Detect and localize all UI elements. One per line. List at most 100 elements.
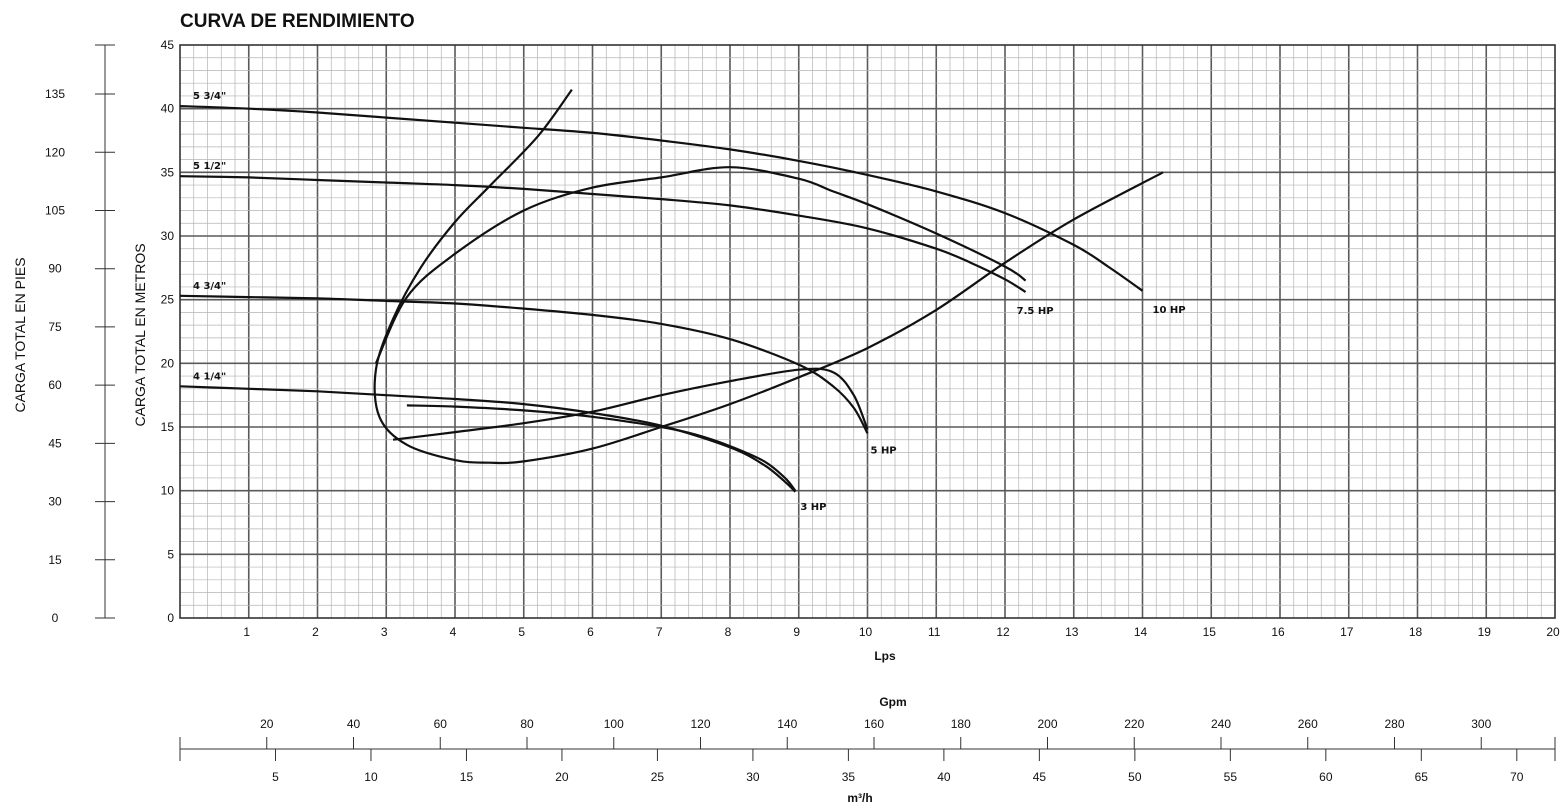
gpm-tick-label: 20 xyxy=(260,717,274,731)
feet-tick-label: 105 xyxy=(45,203,65,217)
y-tick-label: 15 xyxy=(161,420,175,434)
x-tick-label: 20 xyxy=(1546,625,1560,639)
impeller-curve-1 xyxy=(179,175,1027,293)
hp-curve-2 xyxy=(374,166,1027,364)
feet-tick-label: 0 xyxy=(52,611,59,625)
gpm-tick-label: 200 xyxy=(1037,717,1057,731)
x-tick-label: 9 xyxy=(793,625,800,639)
y-tick-label: 0 xyxy=(167,611,174,625)
x-tick-label: 2 xyxy=(312,625,319,639)
m3h-axis-label: m³/h xyxy=(847,791,872,805)
x-tick-label: 17 xyxy=(1340,625,1354,639)
y-tick-label: 5 xyxy=(167,547,174,561)
feet-tick-label: 75 xyxy=(48,320,62,334)
x-tick-label: 19 xyxy=(1478,625,1492,639)
x-tick-label: 12 xyxy=(996,625,1010,639)
gpm-tick-label: 220 xyxy=(1124,717,1144,731)
impeller-curve-label: 4 3/4" xyxy=(193,281,226,292)
m3h-tick-label: 30 xyxy=(746,770,760,784)
m3h-tick-label: 70 xyxy=(1510,770,1524,784)
impeller-curve-2 xyxy=(179,294,869,434)
feet-tick-label: 90 xyxy=(48,262,62,276)
x-tick-label: 1 xyxy=(243,625,250,639)
x-tick-label: 15 xyxy=(1203,625,1217,639)
feet-tick-label: 60 xyxy=(48,378,62,392)
feet-axis-label: CARGA TOTAL EN PIES xyxy=(12,257,28,412)
feet-tick-label: 30 xyxy=(48,495,62,509)
x-tick-label: 11 xyxy=(928,625,941,639)
gpm-tick-label: 180 xyxy=(951,717,971,731)
m3h-tick-label: 15 xyxy=(460,770,474,784)
feet-tick-label: 135 xyxy=(45,87,65,101)
gpm-tick-label: 160 xyxy=(864,717,884,731)
hp-curve-label: 5 HP xyxy=(871,446,897,457)
x-tick-label: 18 xyxy=(1409,625,1423,639)
hp-curve-label: 10 HP xyxy=(1153,305,1186,316)
x-tick-label: 3 xyxy=(381,625,388,639)
hp-curve-label: 3 HP xyxy=(800,502,826,513)
feet-tick-label: 15 xyxy=(48,553,62,567)
m3h-tick-label: 25 xyxy=(651,770,665,784)
y-tick-label: 30 xyxy=(161,229,175,243)
gpm-tick-label: 60 xyxy=(434,717,448,731)
gpm-tick-label: 40 xyxy=(347,717,361,731)
m3h-tick-label: 55 xyxy=(1224,770,1238,784)
impeller-curve-label: 5 1/2" xyxy=(193,161,226,172)
impeller-curve-label: 5 3/4" xyxy=(193,91,226,102)
gpm-axis-label: Gpm xyxy=(879,695,906,709)
gpm-tick-label: 120 xyxy=(690,717,710,731)
gpm-tick-label: 240 xyxy=(1211,717,1231,731)
plot-frame xyxy=(179,44,1556,619)
y-axis-ticks: 0 5 10 15 20 25 30 35 40 45 xyxy=(161,38,175,625)
x-tick-label: 14 xyxy=(1134,625,1148,639)
impeller-curve-3 xyxy=(179,385,797,493)
hp-curve-1 xyxy=(392,367,869,441)
y-tick-label: 10 xyxy=(161,484,175,498)
hp-curve-0 xyxy=(406,404,797,492)
x-tick-label: 10 xyxy=(859,625,873,639)
y-tick-label: 25 xyxy=(161,293,175,307)
impeller-curve-0 xyxy=(179,105,1144,292)
y-tick-label: 40 xyxy=(161,102,175,116)
y-tick-label: 45 xyxy=(161,38,175,52)
y-axis-label: CARGA TOTAL EN METROS xyxy=(132,243,148,426)
m3h-tick-label: 20 xyxy=(555,770,569,784)
m3h-tick-label: 10 xyxy=(364,770,378,784)
gpm-tick-label: 300 xyxy=(1471,717,1491,731)
gpm-axis: 20 40 60 80 100 120 140 160 180 200 220 240 260 280 30… xyxy=(179,717,1556,761)
series-layer: 5 3/4" 5 1/2" 4 3/4" 4 1/4" xyxy=(179,91,1144,493)
feet-tick-label: 120 xyxy=(45,145,65,159)
feet-tick-label: 45 xyxy=(48,436,62,450)
m3h-tick-label: 40 xyxy=(937,770,951,784)
m3h-axis: 5 10 15 20 25 30 35 40 45 50 55 60 65 70 xyxy=(272,749,1524,784)
x-tick-label: 4 xyxy=(450,625,457,639)
m3h-tick-label: 5 xyxy=(272,770,279,784)
gpm-tick-label: 140 xyxy=(777,717,797,731)
gpm-tick-label: 80 xyxy=(520,717,534,731)
x-tick-label: 7 xyxy=(656,625,663,639)
gpm-tick-label: 100 xyxy=(604,717,624,731)
x-tick-label: 16 xyxy=(1271,625,1285,639)
m3h-tick-label: 65 xyxy=(1415,770,1429,784)
x-tick-label: 5 xyxy=(518,625,525,639)
feet-axis: 0 15 30 45 60 75 90 105 120 135 xyxy=(45,44,115,625)
plot-border xyxy=(179,44,1556,619)
m3h-tick-label: 35 xyxy=(842,770,856,784)
hp-curves-layer: 3 HP 5 HP 7.5 HP 10 HP xyxy=(373,88,1186,513)
m3h-tick-label: 45 xyxy=(1033,770,1047,784)
hp-curve-3 xyxy=(373,88,1164,465)
y-tick-label: 20 xyxy=(161,356,175,370)
x-axis-label: Lps xyxy=(874,649,896,663)
hp-curve-label: 7.5 HP xyxy=(1017,306,1054,317)
m3h-tick-label: 60 xyxy=(1319,770,1333,784)
x-tick-label: 8 xyxy=(725,625,732,639)
x-tick-label: 13 xyxy=(1065,625,1079,639)
plot-grid xyxy=(180,45,1555,618)
gpm-tick-label: 260 xyxy=(1298,717,1318,731)
impeller-curve-label: 4 1/4" xyxy=(193,371,226,382)
gpm-tick-label: 280 xyxy=(1384,717,1404,731)
chart-title: CURVA DE RENDIMIENTO xyxy=(180,11,415,32)
m3h-tick-label: 50 xyxy=(1128,770,1142,784)
x-tick-label: 6 xyxy=(587,625,594,639)
